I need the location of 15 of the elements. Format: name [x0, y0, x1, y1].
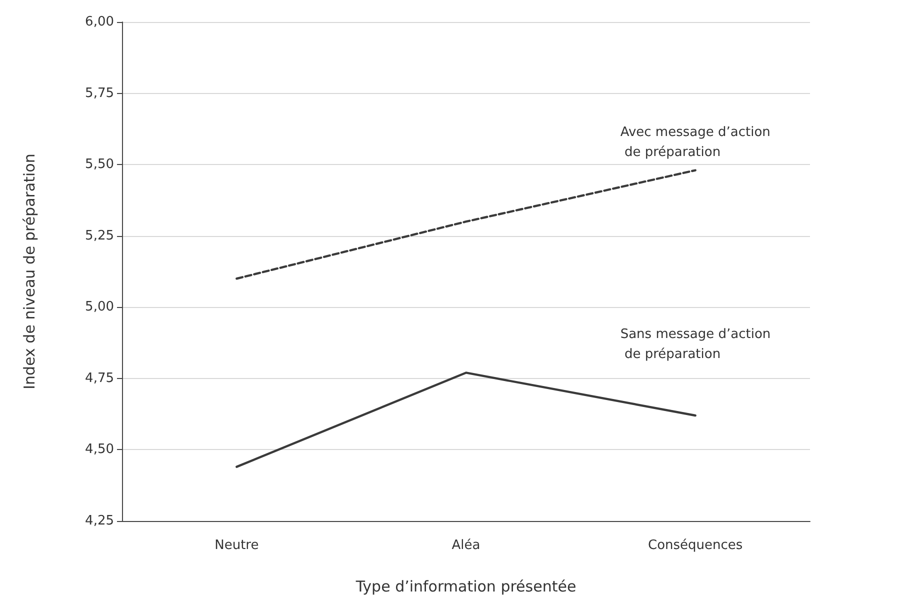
x-tick-label: Neutre [214, 538, 259, 553]
y-tick-label: 4,75 [85, 370, 114, 386]
y-tick-label: 4,50 [85, 442, 114, 458]
y-tick-label: 5,25 [85, 228, 114, 244]
y-tick-label: 5,50 [85, 157, 114, 172]
y-tick-label: 6,00 [85, 14, 114, 30]
y-axis-title: Index de niveau de préparation [20, 154, 38, 390]
y-tick-label: 4,25 [85, 514, 114, 528]
x-tick-label: Aléa [452, 538, 480, 553]
text: Sans message d’action de préparation [620, 327, 771, 362]
x-tick-label: Conséquences [648, 538, 743, 553]
x-axis-title: Type d’information présentée [354, 578, 576, 596]
y-tick-label: 5,00 [85, 300, 114, 315]
y-tick-label: 5,75 [85, 86, 114, 101]
text: Avec message d’action de préparation [620, 124, 770, 160]
